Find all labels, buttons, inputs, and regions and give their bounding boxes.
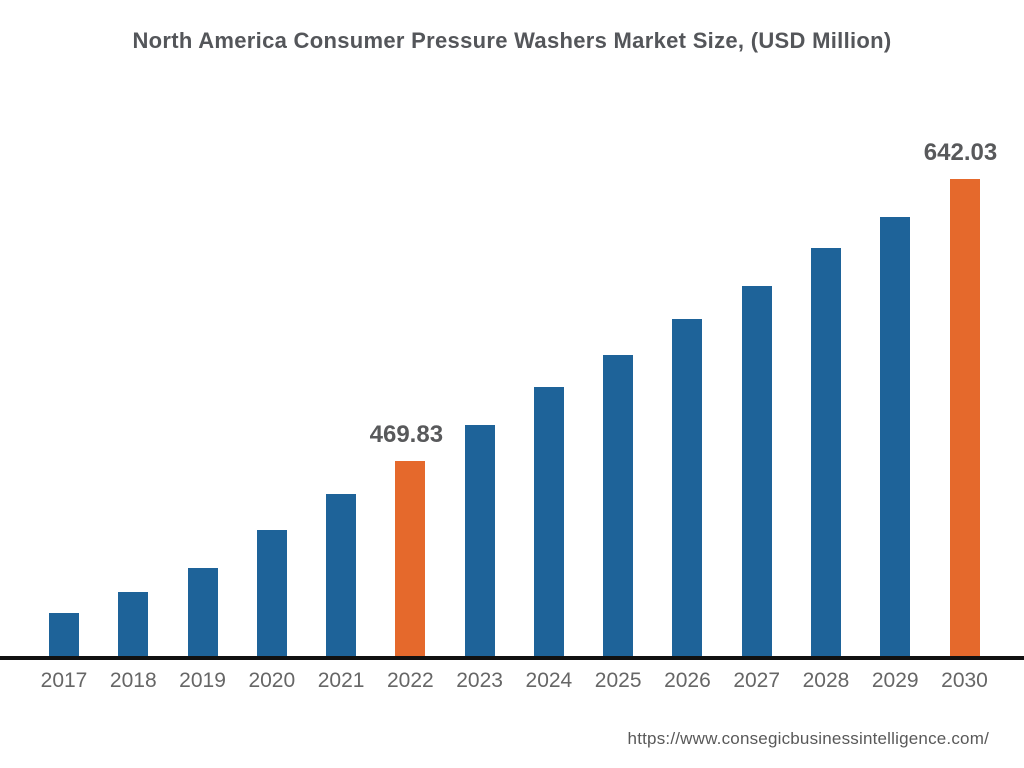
x-tick-2029: 2029 — [871, 669, 919, 692]
x-tick-2020: 2020 — [248, 669, 296, 692]
x-tick-2021: 2021 — [317, 669, 365, 692]
bar-2026 — [672, 319, 703, 656]
bar-2024 — [533, 387, 564, 656]
x-tick-2024: 2024 — [525, 669, 573, 692]
x-tick-2018: 2018 — [109, 669, 157, 692]
data-label-2030: 642.03 — [923, 139, 998, 166]
bar-2025 — [603, 355, 634, 656]
x-tick-2022: 2022 — [386, 669, 434, 692]
plot-area: 469.83 642.03 — [0, 141, 1024, 656]
bar-2019 — [187, 568, 218, 656]
bar-2018 — [118, 592, 149, 656]
bar-2028 — [810, 248, 841, 656]
x-tick-2030: 2030 — [941, 669, 988, 692]
x-tick-2027: 2027 — [733, 669, 781, 692]
bar-2030 — [949, 179, 980, 656]
bar-2020 — [256, 530, 287, 656]
data-label-2022: 469.83 — [369, 421, 444, 448]
bar-2021 — [326, 494, 357, 656]
bar-2022 — [395, 461, 426, 656]
bar-2017 — [49, 613, 79, 656]
x-axis-line — [0, 656, 1024, 660]
x-tick-2026: 2026 — [664, 669, 711, 692]
bar-2023 — [464, 425, 495, 656]
x-tick-2017: 2017 — [40, 669, 88, 692]
x-tick-2025: 2025 — [594, 669, 642, 692]
x-tick-2023: 2023 — [456, 669, 503, 692]
bar-2029 — [880, 217, 911, 656]
x-tick-2028: 2028 — [802, 669, 850, 692]
chart-title: North America Consumer Pressure Washers … — [132, 28, 892, 53]
bar-2027 — [741, 286, 772, 656]
x-tick-2019: 2019 — [179, 669, 226, 692]
source-url: https://www.consegicbusinessintelligence… — [627, 729, 989, 748]
x-axis-labels: 2017 2018 2019 2020 2021 2022 2023 2024 2025 2026… — [0, 669, 1024, 697]
